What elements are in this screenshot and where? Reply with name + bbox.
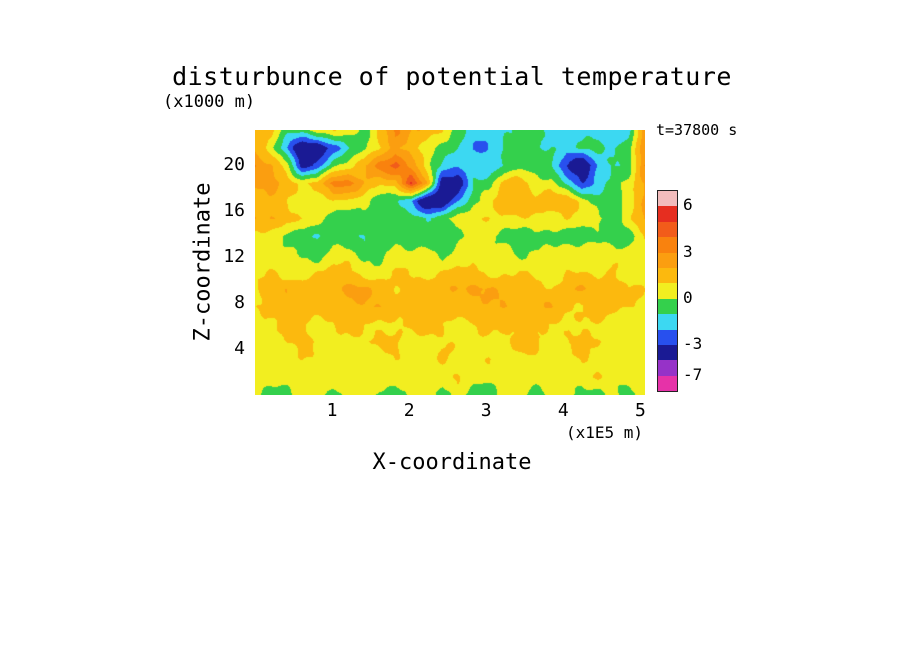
colorbar-tick-label: -3 bbox=[683, 333, 703, 353]
contour-field-canvas bbox=[255, 130, 645, 395]
colorbar-segment bbox=[658, 360, 677, 376]
x-axis-tick-label: 1 bbox=[326, 400, 338, 421]
colorbar-tick-label: -7 bbox=[683, 364, 703, 384]
colorbar-segment bbox=[658, 221, 677, 238]
x-axis-tick-label: 3 bbox=[480, 400, 492, 421]
colorbar-tick-label: 0 bbox=[683, 287, 693, 307]
colorbar-segment bbox=[658, 191, 677, 207]
time-annotation: t=37800 s bbox=[656, 121, 738, 139]
colorbar-segment bbox=[658, 283, 677, 299]
colorbar-segment bbox=[658, 344, 677, 361]
colorbar-segment bbox=[658, 375, 677, 392]
x-axis-tick-label: 5 bbox=[634, 400, 646, 421]
x-axis-tick-label: 4 bbox=[557, 400, 569, 421]
x-axis-tick-label: 2 bbox=[403, 400, 415, 421]
colorbar-tick-label: 6 bbox=[683, 195, 693, 215]
colorbar-segment bbox=[658, 298, 677, 315]
z-axis-unit-label: (x1000 m) bbox=[163, 92, 256, 112]
colorbar-segment bbox=[658, 329, 677, 345]
colorbar-segment bbox=[658, 206, 677, 222]
x-axis-title: X-coordinate bbox=[372, 450, 532, 475]
colorbar-tick-label: 3 bbox=[683, 241, 693, 261]
z-axis-title: Z-coordinate bbox=[190, 182, 216, 342]
x-axis-unit-label: (x1E5 m) bbox=[566, 423, 644, 442]
colorbar-segment bbox=[658, 237, 677, 253]
colorbar-segment bbox=[658, 252, 677, 268]
colorbar-segment bbox=[658, 314, 677, 330]
chart-title: disturbunce of potential temperature bbox=[172, 62, 732, 91]
colorbar-segment bbox=[658, 267, 677, 284]
z-axis-tick-label: 20 bbox=[223, 153, 245, 175]
colorbar bbox=[657, 190, 678, 392]
